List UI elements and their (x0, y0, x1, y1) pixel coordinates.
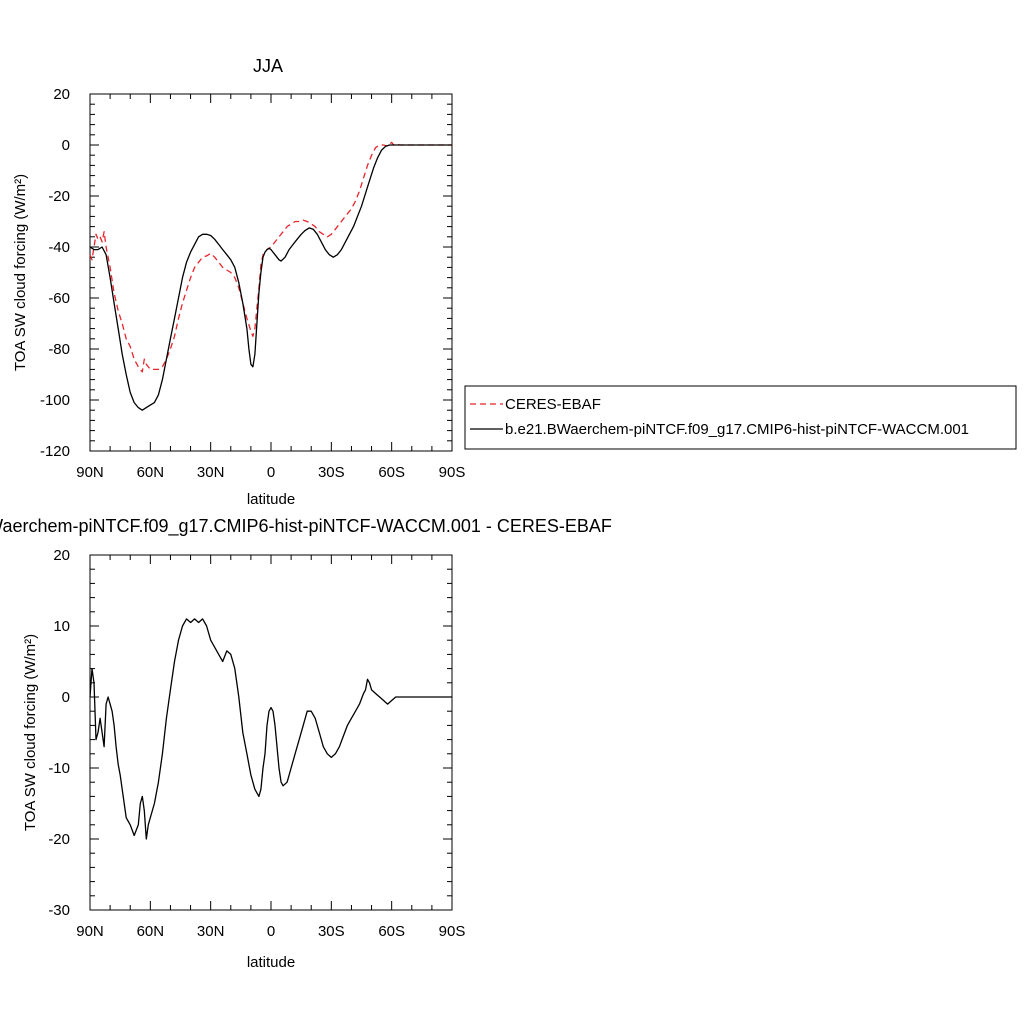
x-tick-label: 90S (439, 923, 466, 940)
x-tick-label: 30S (318, 464, 345, 481)
y-tick-label: -40 (48, 239, 70, 256)
x-tick-label: 90N (76, 923, 104, 940)
x-tick-label: 30N (197, 923, 225, 940)
y-tick-label: 10 (53, 618, 70, 635)
y-axis-label: TOA SW cloud forcing (W/m²) (12, 174, 29, 371)
legend-box (464, 385, 1017, 450)
y-tick-label: 0 (62, 689, 70, 706)
y-tick-label: -10 (48, 760, 70, 777)
x-axis-label: latitude (247, 491, 295, 508)
y-tick-label: 20 (53, 547, 70, 564)
plot-frame (89, 554, 453, 911)
y-tick-label: -60 (48, 290, 70, 307)
x-tick-label: 60S (378, 923, 405, 940)
chart-title: b.e21.BWaerchem-piNTCF.f09_g17.CMIP6-his… (0, 516, 612, 537)
y-tick-label: 0 (62, 137, 70, 154)
legend-label-2: b.e21.BWaerchem-piNTCF.f09_g17.CMIP6-his… (505, 421, 969, 438)
series-line-2 (89, 144, 452, 411)
x-tick-label: 30N (197, 464, 225, 481)
x-tick-label: 60S (378, 464, 405, 481)
y-tick-label: -20 (48, 831, 70, 848)
x-tick-label: 90S (439, 464, 466, 481)
series-line-1 (89, 141, 452, 373)
x-tick-label: 30S (318, 923, 345, 940)
series-line-1 (89, 618, 452, 840)
y-tick-label: -20 (48, 188, 70, 205)
y-tick-label: -30 (48, 902, 70, 919)
x-tick-label: 60N (137, 464, 165, 481)
y-tick-label: -120 (40, 443, 70, 460)
legend-label-1: CERES-EBAF (505, 396, 601, 413)
y-tick-label: 20 (53, 86, 70, 103)
x-tick-label: 0 (267, 464, 275, 481)
chart-title: JJA (253, 56, 283, 76)
y-tick-label: -80 (48, 341, 70, 358)
x-tick-label: 90N (76, 464, 104, 481)
x-axis-label: latitude (247, 954, 295, 971)
x-tick-label: 0 (267, 923, 275, 940)
plot-frame (89, 93, 453, 452)
y-tick-label: -100 (40, 392, 70, 409)
x-tick-label: 60N (137, 923, 165, 940)
y-axis-label: TOA SW cloud forcing (W/m²) (22, 634, 39, 831)
